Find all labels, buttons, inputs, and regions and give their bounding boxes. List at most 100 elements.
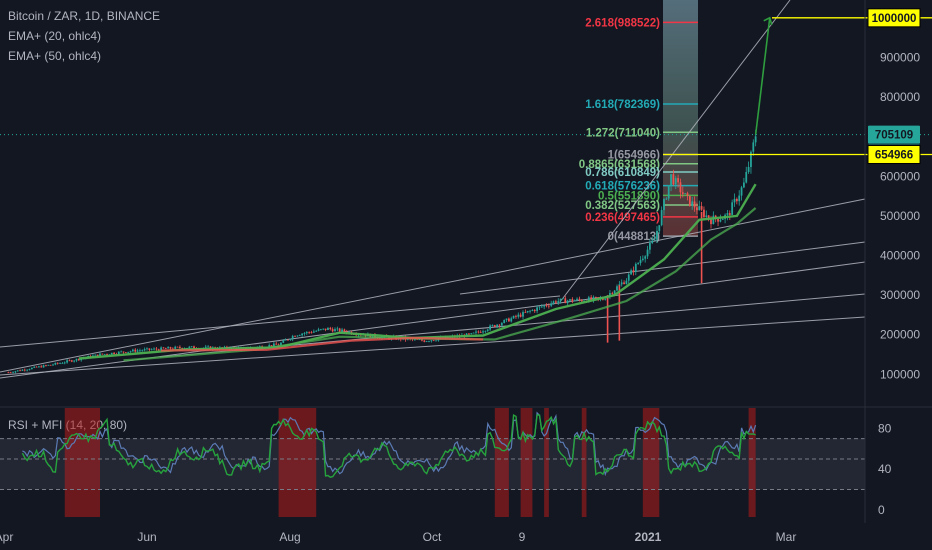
- candle-body: [63, 362, 66, 364]
- candle-body: [576, 298, 578, 301]
- candle-body: [334, 329, 336, 332]
- candle-body: [40, 366, 43, 368]
- candle-body: [743, 182, 745, 188]
- candle-body: [148, 348, 151, 350]
- candle-body: [733, 198, 736, 203]
- candle-body: [157, 349, 160, 351]
- candle-body: [620, 282, 623, 285]
- candle-body: [717, 219, 719, 222]
- fib-label-1: 1.618(782369): [585, 99, 660, 111]
- candle-body: [179, 346, 181, 348]
- candle-body: [496, 324, 499, 327]
- candle-body: [649, 242, 651, 250]
- candle-body: [275, 343, 278, 345]
- candle-body: [472, 332, 475, 334]
- candle-body: [700, 206, 703, 210]
- chart-title: Bitcoin / ZAR, 1D, BINANCE: [8, 9, 161, 23]
- candle-body: [162, 347, 165, 349]
- x-tick-5: 2021: [635, 530, 662, 544]
- y-tick-4: 500000: [880, 209, 920, 223]
- ema50-legend[interactable]: EMA+ (50, ohlc4): [8, 49, 102, 63]
- candle-body: [540, 306, 543, 308]
- target-price-tag-border: [867, 8, 921, 28]
- candle-body: [536, 307, 538, 312]
- overbought-zone-4: [544, 408, 549, 517]
- candle-body: [524, 312, 527, 313]
- overbought-zone-2: [494, 408, 509, 517]
- fib-label-10: 0(448813): [608, 231, 661, 243]
- candle-body: [99, 353, 101, 357]
- candle-body: [113, 352, 115, 354]
- fib-label-9: 0.236(497465): [585, 212, 660, 224]
- candle-body: [129, 351, 132, 353]
- candle-body: [721, 218, 724, 220]
- last-price-tag-bg: [868, 125, 920, 144]
- candle-body: [143, 349, 146, 351]
- fib-label-5: 0.786(610849): [585, 167, 660, 179]
- fib-label-6: 0.618(576236): [585, 181, 660, 193]
- candle-body: [268, 345, 271, 348]
- candle-body: [684, 193, 687, 195]
- rsi-tick-0: 0: [878, 503, 885, 517]
- level-price-tag-bg: [868, 145, 920, 164]
- candle-body: [505, 318, 508, 320]
- x-tick-1: Jun: [137, 530, 156, 544]
- candle-body: [132, 349, 134, 352]
- candle-body: [550, 303, 553, 306]
- candle-body: [578, 298, 581, 300]
- target-price-tag: 1000000: [872, 13, 917, 25]
- candle-body: [491, 325, 494, 326]
- x-tick-2: Aug: [279, 530, 300, 544]
- y-tick-2: 300000: [880, 288, 920, 302]
- candle-body: [691, 201, 694, 206]
- candle-body: [707, 215, 710, 220]
- candle-body: [545, 305, 548, 307]
- last-price-tag: 705109: [875, 130, 913, 142]
- candle-body: [155, 348, 158, 350]
- ema20-legend[interactable]: EMA+ (20, ohlc4): [8, 29, 102, 43]
- candle-body: [181, 347, 184, 349]
- candle-body: [59, 363, 61, 364]
- candle-body: [303, 333, 306, 334]
- candle-body: [317, 329, 320, 331]
- candle-body: [120, 351, 123, 353]
- candle-body: [735, 198, 738, 202]
- candle-body: [42, 365, 45, 368]
- candle-body: [174, 346, 177, 349]
- candle-body: [343, 329, 346, 332]
- candle-body: [435, 340, 437, 342]
- candle-body: [287, 339, 289, 341]
- trendline-4: [459, 241, 866, 295]
- candle-body: [698, 206, 701, 211]
- candle-body: [587, 297, 590, 303]
- candle-body: [623, 282, 625, 285]
- candle-body: [305, 331, 308, 334]
- candle-body: [301, 333, 303, 336]
- candle-body: [282, 340, 285, 343]
- candle-body: [533, 309, 536, 312]
- candle-body: [134, 349, 137, 352]
- candle-body: [331, 329, 334, 332]
- rsi-tick-2: 80: [878, 421, 892, 435]
- candle-body: [19, 370, 21, 372]
- candle-body: [52, 364, 54, 366]
- candle-body: [569, 299, 571, 301]
- candle-body: [529, 310, 531, 312]
- fib-label-0: 2.618(988522): [585, 17, 660, 29]
- candle-body: [677, 178, 679, 183]
- candle-body: [538, 306, 541, 308]
- candle-body: [557, 301, 560, 303]
- fib-box: [663, 0, 698, 237]
- y-tick-0: 100000: [880, 367, 920, 381]
- candle-body: [16, 370, 19, 372]
- candle-body: [188, 346, 191, 348]
- candle-body: [338, 328, 341, 332]
- candle-body: [747, 166, 750, 173]
- ema-line-bearish: [161, 336, 484, 352]
- candle-body: [728, 213, 731, 215]
- fib-label-7: 0.5(551890): [598, 190, 660, 202]
- candle-body: [136, 350, 139, 352]
- x-tick-4: 9: [519, 530, 526, 544]
- candle-body: [705, 215, 708, 218]
